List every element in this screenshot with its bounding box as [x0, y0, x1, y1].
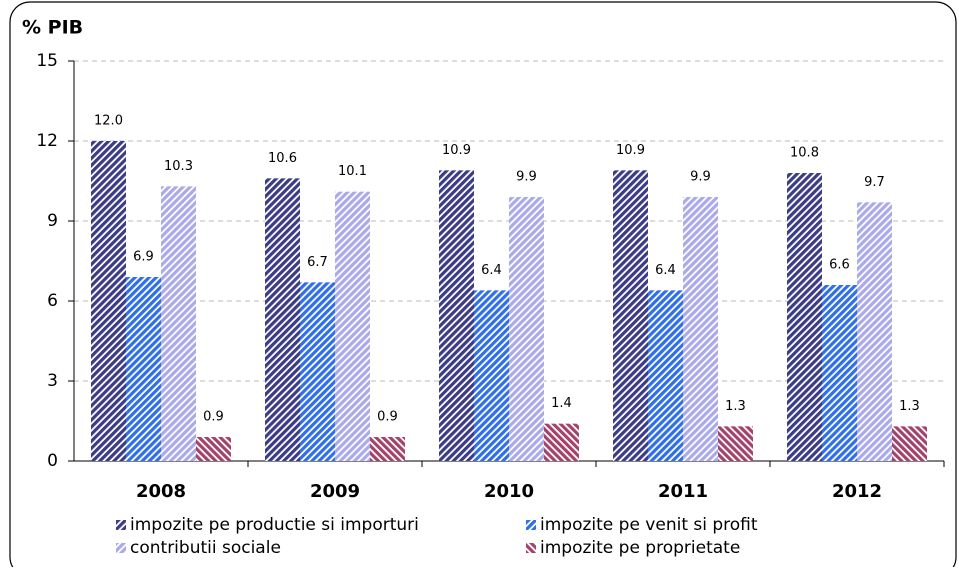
bar [683, 197, 718, 461]
value-label: 6.7 [307, 255, 328, 270]
value-label: 6.9 [133, 250, 154, 265]
bar [91, 141, 126, 461]
x-tick-label: 2011 [658, 481, 708, 502]
legend-label: impozite pe proprietate [540, 538, 740, 558]
value-label: 10.3 [164, 159, 193, 174]
value-label: 6.4 [655, 263, 676, 278]
y-tick-label: 0 [47, 451, 58, 471]
bar [474, 290, 509, 461]
bar [718, 426, 753, 461]
value-label: 10.9 [442, 143, 471, 158]
y-tick-label: 12 [36, 131, 58, 151]
value-label: 12.0 [94, 114, 123, 129]
value-label: 9.9 [516, 170, 537, 185]
bar [335, 191, 370, 461]
x-tick-label: 2012 [832, 481, 882, 502]
bar [857, 202, 892, 462]
legend-label: impozite pe venit si profit [540, 515, 758, 535]
bar [196, 437, 231, 461]
legend-marker [116, 543, 126, 553]
value-label: 0.9 [203, 410, 224, 425]
value-label: 6.6 [829, 258, 850, 273]
bar [544, 423, 579, 461]
legend-label: contributii sociale [130, 538, 281, 558]
y-tick-label: 9 [47, 211, 58, 231]
bar [822, 285, 857, 461]
bar [648, 290, 683, 461]
bar [892, 426, 927, 461]
x-tick-label: 2009 [310, 481, 360, 502]
legend-label: impozite pe productie si importuri [130, 515, 419, 535]
bar [370, 437, 405, 461]
value-label: 6.4 [481, 263, 502, 278]
bar [300, 282, 335, 461]
value-label: 1.3 [899, 399, 920, 414]
value-label: 10.8 [790, 146, 819, 161]
bar [161, 186, 196, 462]
value-label: 10.6 [268, 151, 297, 166]
y-tick-label: 6 [47, 291, 58, 311]
value-label: 0.9 [377, 410, 398, 425]
legend-marker [526, 520, 536, 530]
value-label: 10.1 [338, 164, 367, 179]
value-label: 9.9 [690, 170, 711, 185]
bar [126, 277, 161, 461]
bar [509, 197, 544, 461]
bar [439, 170, 474, 462]
y-tick-label: 15 [36, 51, 58, 71]
x-tick-label: 2008 [136, 481, 186, 502]
bar [265, 178, 300, 462]
x-tick-label: 2010 [484, 481, 534, 502]
value-label: 10.9 [616, 143, 645, 158]
bar [613, 170, 648, 462]
value-label: 9.7 [864, 175, 885, 190]
bar [787, 173, 822, 461]
legend-marker [526, 543, 536, 553]
legend-marker [116, 520, 126, 530]
y-axis-title: % PIB [22, 17, 83, 39]
y-tick-label: 3 [47, 371, 58, 391]
value-label: 1.3 [725, 399, 746, 414]
value-label: 1.4 [551, 396, 572, 411]
